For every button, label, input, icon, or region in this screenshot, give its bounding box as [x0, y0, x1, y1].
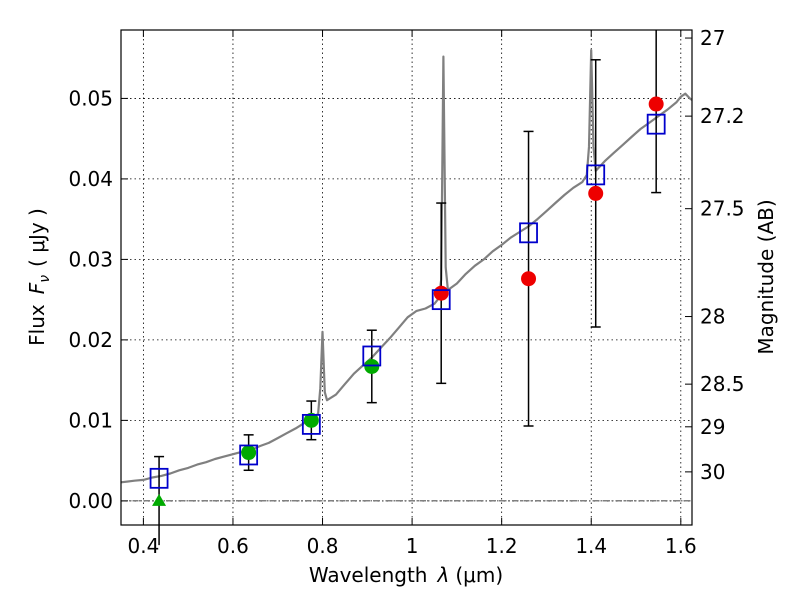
x-axis-title-text: Wavelength — [309, 563, 428, 587]
y-axis-title: Flux Fν ( μJy ) — [25, 208, 53, 346]
y-tick-label: 0.04 — [68, 167, 113, 191]
model-flux-marker — [239, 444, 259, 466]
right-tick-label: 27 — [700, 26, 725, 50]
x-tick-label: 1.6 — [665, 534, 697, 558]
model-flux-marker — [646, 113, 666, 135]
x-axis-title-unit: (μm) — [455, 563, 503, 587]
observed-flux-marker — [303, 412, 319, 428]
right-tick-label: 30 — [700, 460, 725, 484]
observed-flux-marker — [521, 271, 537, 287]
y-axis-title-subscript: ν — [37, 275, 53, 283]
y-tick-label: 0.02 — [68, 328, 113, 352]
y-axis-title-symbol: F — [25, 282, 49, 294]
model-flux-marker — [301, 413, 321, 435]
observed-flux-marker — [241, 445, 257, 461]
right-tick-label: 29 — [700, 415, 725, 439]
right-tick-label: 27.2 — [700, 104, 745, 128]
x-tick-label: 1 — [406, 534, 419, 558]
model-flux-marker — [586, 164, 606, 186]
model-flux-marker — [149, 467, 169, 489]
observed-flux-marker — [433, 285, 449, 301]
observed-flux-marker — [588, 185, 604, 201]
y-tick-label: 0.03 — [68, 247, 113, 271]
axis-ticks: 0.4 0.6 0.8 1 1.2 1.4 1.6 0.00 0.01 0.02 0.03 0.04 0… — [68, 26, 744, 558]
plot-area — [121, 30, 692, 525]
y-tick-label: 0.00 — [68, 489, 113, 513]
right-tick-label: 28 — [700, 305, 725, 329]
x-tick-label: 0.8 — [307, 534, 339, 558]
right-tick-label: 28.5 — [700, 372, 745, 396]
model-flux-marker — [519, 222, 538, 244]
plot-frame — [120, 29, 693, 526]
right-tick-label: 27.5 — [700, 197, 745, 221]
model-photometry — [149, 113, 666, 489]
y-tick-label: 0.05 — [68, 86, 113, 110]
x-axis-title-symbol: λ — [437, 563, 450, 587]
observed-flux-marker — [648, 96, 664, 112]
model-flux-marker — [431, 289, 451, 311]
x-tick-label: 0.6 — [217, 534, 249, 558]
y-axis-title-unit: ( μJy ) — [25, 208, 49, 267]
right-axis-title: Magnitude (AB) — [754, 199, 778, 354]
x-axis-title: Wavelength λ (μm) — [309, 563, 503, 587]
y-axis-title-text: Flux — [25, 304, 49, 346]
observed-photometry — [152, 96, 664, 506]
x-tick-label: 0.4 — [127, 534, 159, 558]
observed-upper-limit-marker — [152, 493, 167, 506]
y-tick-label: 0.01 — [68, 408, 113, 432]
template-spectrum-layer — [120, 48, 693, 484]
observed-flux-marker — [364, 358, 380, 374]
x-tick-label: 1.2 — [486, 534, 518, 558]
x-tick-label: 1.4 — [575, 534, 607, 558]
template-spectrum-line — [120, 48, 693, 484]
model-flux-marker — [362, 345, 382, 367]
